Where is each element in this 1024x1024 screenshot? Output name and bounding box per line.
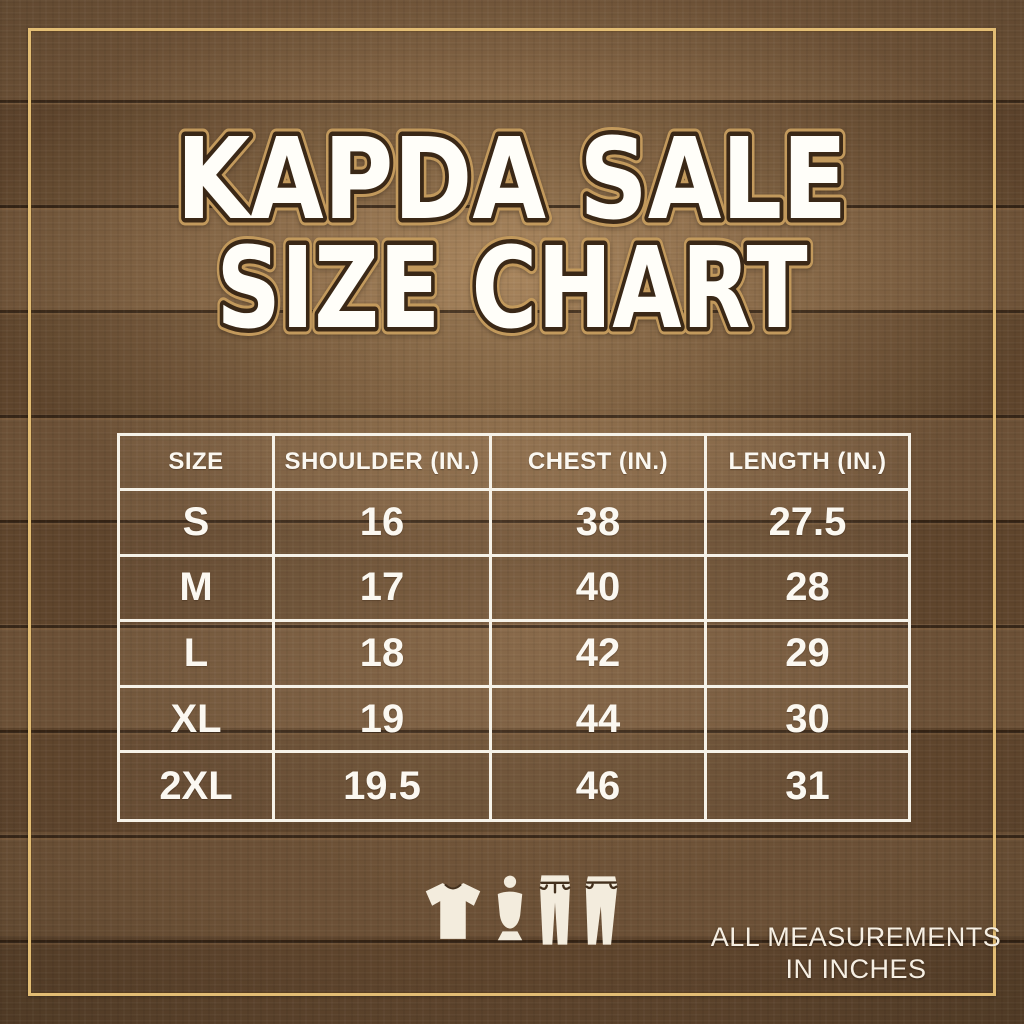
tshirt-icon [425,883,481,939]
size-chart-table: SIZE SHOULDER (IN.) CHEST (IN.) LENGTH (… [117,433,911,822]
row-s-length: 27.5 [707,491,908,557]
trousers-icon [585,876,618,945]
row-2xl-size: 2XL [120,753,275,819]
row-xl-chest: 44 [492,687,707,754]
row-s-chest: 38 [492,491,707,557]
title-line1-rim: KAPDA SALE [176,115,847,245]
row-2xl-chest: 46 [492,753,707,819]
row-xl-size: XL [120,687,275,754]
row-l-chest: 42 [492,622,707,688]
row-xl-length: 30 [707,688,908,754]
row-m-size: M [120,556,275,623]
row-s-shoulder: 16 [275,491,492,557]
measurement-note-line2: IN INCHES [785,954,927,984]
row-l-length: 29 [707,622,908,688]
measurement-note: ALL MEASUREMENTS IN INCHES [700,921,1012,985]
row-m-chest: 40 [492,556,707,623]
row-l-shoulder: 18 [275,622,492,688]
column-header-chest: CHEST (IN.) [492,436,707,491]
clothing-icons [424,873,620,949]
column-header-shoulder: SHOULDER (IN.) [275,436,492,491]
row-2xl-shoulder: 19.5 [275,753,492,819]
row-m-shoulder: 17 [275,556,492,623]
row-s-size: S [120,491,275,557]
title-line1: KAPDA SALE [176,115,847,245]
mannequin-icon [497,875,523,941]
title-line2: SIZE CHART [216,223,807,353]
row-xl-shoulder: 19 [275,687,492,754]
row-2xl-length: 31 [785,763,830,808]
row-l-size: L [120,622,275,688]
title-line2-rim: SIZE CHART [216,223,807,353]
column-header-length: LENGTH (IN.) [707,436,908,491]
column-header-size: SIZE [120,436,275,491]
poster-title: KAPDA SALE KAPDA SALE SIZE CHART SIZE CH… [169,108,854,361]
measurement-note-line1: ALL MEASUREMENTS [710,922,1002,952]
jeans-icon [539,875,571,945]
row-m-length: 28 [707,557,908,623]
